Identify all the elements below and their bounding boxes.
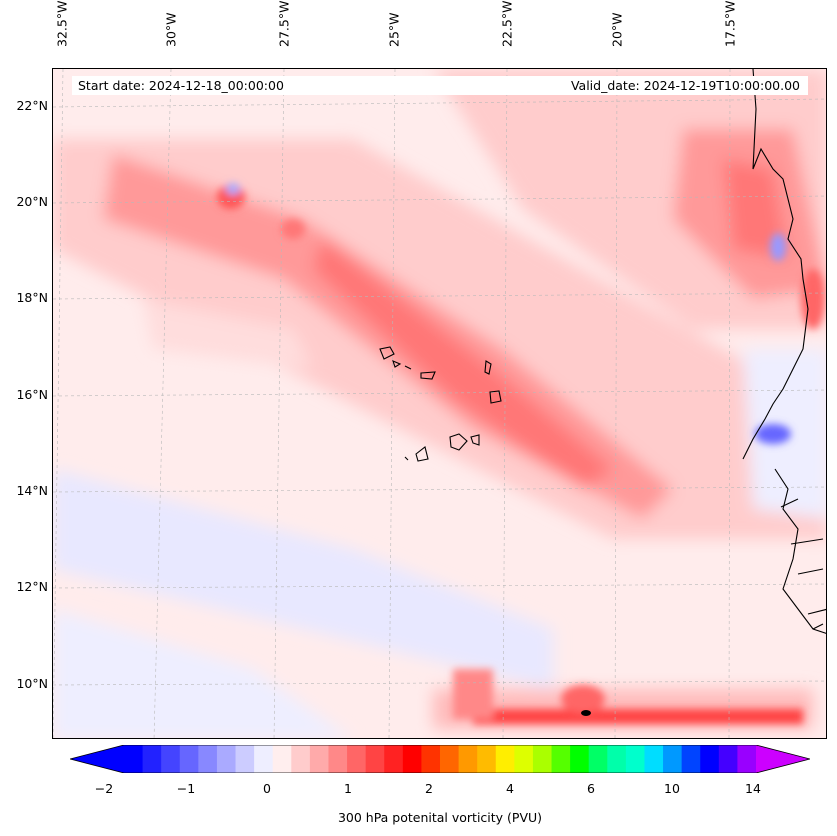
lon-label-25w: 25°W: [386, 12, 402, 47]
colorbar-swatch: [440, 745, 460, 773]
colorbar-swatch: [365, 745, 385, 773]
lon-label-32-5w: 32.5°W: [54, 0, 70, 47]
date-info-bar: Start date: 2024-12-18_00:00:00 Valid_da…: [72, 76, 808, 95]
colorbar-swatch: [124, 745, 144, 773]
colorbar-extend-low: [70, 745, 124, 773]
colorbar-swatch: [309, 745, 329, 773]
colorbar-tick: 14: [745, 781, 761, 796]
colorbar-swatch: [421, 745, 441, 773]
colorbar-tick: 10: [664, 781, 680, 796]
colorbar-tick: 6: [587, 781, 595, 796]
lat-label-20n: 20°N: [16, 194, 48, 209]
colorbar-swatch: [607, 745, 627, 773]
lon-label-17-5w: 17.5°W: [722, 0, 738, 47]
colorbar-swatch: [291, 745, 311, 773]
colorbar-tick: −2: [94, 781, 114, 796]
pv-field: [53, 69, 826, 738]
colorbar-tick: 1: [344, 781, 352, 796]
colorbar-swatch: [718, 745, 738, 773]
colorbar-label: 300 hPa potenital vorticity (PVU): [337, 810, 543, 825]
graticule: [53, 69, 826, 738]
colorbar-tick: −1: [176, 781, 196, 796]
pv-maximum-marker: [581, 710, 591, 716]
colorbar-swatch: [532, 745, 553, 773]
colorbar: [70, 745, 810, 773]
lat-label-10n: 10°N: [16, 676, 48, 691]
colorbar-swatch: [179, 745, 199, 773]
colorbar-extend-high: [756, 745, 810, 773]
colorbar-swatch: [216, 745, 237, 773]
colorbar-swatch: [588, 745, 608, 773]
colorbar-tick: 4: [506, 781, 514, 796]
colorbar-swatch: [700, 745, 720, 773]
colorbar-tick: 0: [263, 781, 271, 796]
colorbar-swatch: [272, 745, 292, 773]
colorbar-swatch: [495, 745, 515, 773]
cabo-verde-islands: [379, 346, 502, 462]
start-date-text: Start date: 2024-12-18_00:00:00: [78, 78, 284, 93]
lon-label-20w: 20°W: [609, 12, 625, 47]
coastline: [742, 69, 826, 634]
lat-label-22n: 22°N: [16, 98, 48, 113]
colorbar-swatch: [644, 745, 664, 773]
map-panel: [52, 68, 827, 739]
colorbar-swatch: [458, 745, 478, 773]
colorbar-swatch: [328, 745, 348, 773]
colorbar-swatch: [347, 745, 367, 773]
lon-label-27-5w: 27.5°W: [276, 0, 292, 47]
colorbar-swatch: [570, 745, 590, 773]
colorbar-swatch: [384, 745, 404, 773]
colorbar-swatch: [681, 745, 701, 773]
colorbar-swatch: [737, 745, 757, 773]
colorbar-swatch: [142, 745, 162, 773]
colorbar-swatch: [198, 745, 218, 773]
colorbar-swatch: [551, 745, 571, 773]
colorbar-swatch: [663, 745, 683, 773]
colorbar-tick: 2: [425, 781, 433, 796]
colorbar-swatch: [477, 745, 497, 773]
lat-label-12n: 12°N: [16, 579, 48, 594]
colorbar-swatch: [625, 745, 645, 773]
lat-label-18n: 18°N: [16, 290, 48, 305]
lat-label-16n: 16°N: [16, 387, 48, 402]
lat-label-14n: 14°N: [16, 483, 48, 498]
colorbar-swatch: [514, 745, 534, 773]
lon-label-30w: 30°W: [163, 12, 179, 47]
valid-date-text: Valid_date: 2024-12-19T10:00:00.00: [570, 78, 800, 93]
colorbar-swatch: [235, 745, 255, 773]
colorbar-swatch: [254, 745, 274, 773]
lon-label-22-5w: 22.5°W: [499, 0, 515, 47]
colorbar-swatch: [402, 745, 422, 773]
colorbar-swatch: [161, 745, 181, 773]
